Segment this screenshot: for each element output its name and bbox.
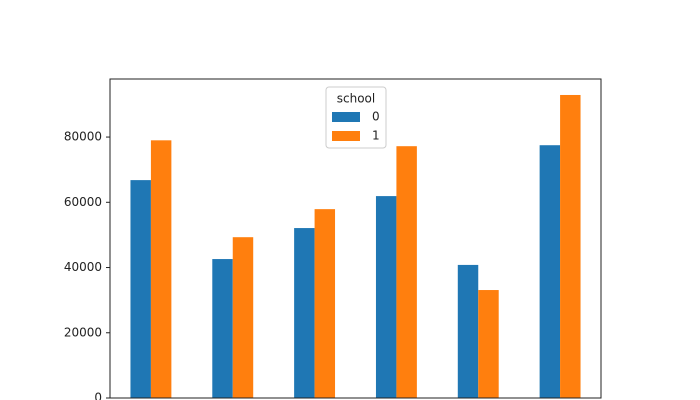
y-tick-label: 60000 — [64, 195, 102, 209]
bar — [539, 145, 561, 398]
bar — [457, 264, 479, 398]
y-tick-label: 0 — [94, 391, 102, 400]
y-tick-label: 80000 — [64, 130, 102, 144]
bar — [314, 209, 336, 398]
bar — [478, 290, 499, 398]
bar — [150, 140, 172, 399]
legend-swatch — [332, 131, 360, 141]
legend-swatch — [332, 112, 360, 122]
bar — [375, 196, 397, 398]
plot-frame — [109, 78, 602, 399]
bar — [212, 259, 233, 398]
legend-title: school — [337, 92, 375, 106]
legend-label: 1 — [372, 129, 380, 143]
bar — [396, 146, 417, 398]
y-tick-label: 40000 — [64, 260, 102, 274]
legend-label: 0 — [372, 110, 380, 124]
legend: school 0 1 — [325, 86, 387, 149]
bar — [560, 94, 581, 399]
bar — [232, 237, 254, 398]
y-tick-label: 20000 — [64, 325, 102, 339]
bar — [130, 180, 151, 398]
bar — [294, 228, 315, 398]
